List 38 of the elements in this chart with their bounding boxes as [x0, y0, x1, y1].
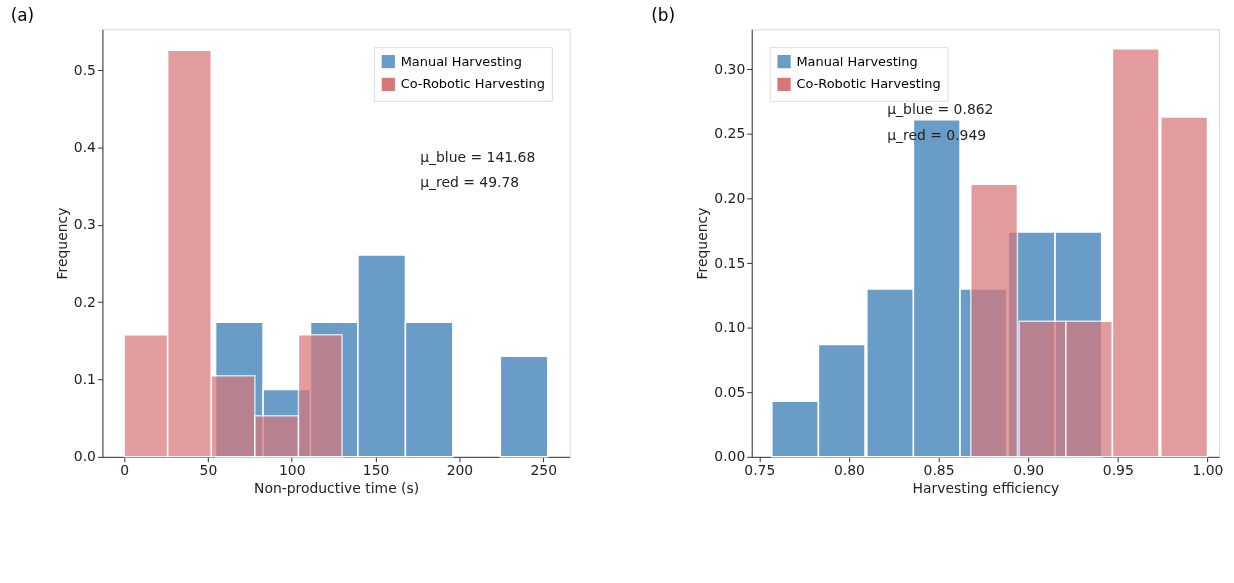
x-tick-label: 0.75	[744, 462, 776, 479]
legend-label: Co-Robotic Harvesting	[796, 76, 941, 92]
legend-label: Manual Harvesting	[400, 53, 522, 69]
x-tick-label: 100	[278, 462, 306, 479]
x-axis-title: Harvesting efficiency	[912, 480, 1060, 497]
chart-title: (b)	[651, 5, 676, 26]
y-axis-title: Frequency	[53, 207, 70, 280]
y-tick-label: 0.2	[73, 293, 96, 310]
y-tick-label: 0.20	[714, 189, 746, 206]
x-tick-label: 150	[362, 462, 390, 479]
y-tick-label: 0.05	[714, 383, 746, 400]
y-tick-label: 0.1	[73, 370, 96, 387]
y-axis-title: Frequency	[694, 207, 711, 280]
y-tick-label: 0.30	[714, 60, 746, 77]
legend-label: Manual Harvesting	[796, 53, 918, 69]
chart-title: (a)	[10, 5, 35, 26]
x-axis-title: Non-productive time (s)	[253, 480, 420, 497]
x-tick-label: 0.90	[1013, 462, 1045, 479]
y-tick-label: 0.3	[73, 216, 96, 233]
y-tick-label: 0.25	[714, 125, 746, 142]
y-tick-label: 0.15	[714, 254, 746, 271]
y-tick-label: 0.10	[714, 319, 746, 336]
y-tick-label: 0.4	[73, 139, 97, 156]
annotation: μ_blue = 0.862	[887, 101, 994, 118]
x-tick-label: 0.85	[923, 462, 955, 479]
x-tick-label: 0	[120, 462, 129, 479]
x-tick-label: 0.95	[1102, 462, 1134, 479]
annotation: μ_blue = 141.68	[420, 148, 536, 165]
y-tick-label: 0.0	[73, 448, 96, 465]
x-tick-label: 1.00	[1192, 462, 1224, 479]
x-tick-label: 200	[446, 462, 474, 479]
x-tick-label: 50	[199, 462, 218, 479]
legend-label: Co-Robotic Harvesting	[400, 76, 545, 92]
y-tick-label: 0.00	[714, 448, 746, 465]
y-tick-label: 0.5	[73, 61, 96, 78]
x-tick-label: 0.80	[833, 462, 865, 479]
x-tick-label: 250	[530, 462, 558, 479]
annotation: μ_red = 49.78	[420, 174, 520, 191]
